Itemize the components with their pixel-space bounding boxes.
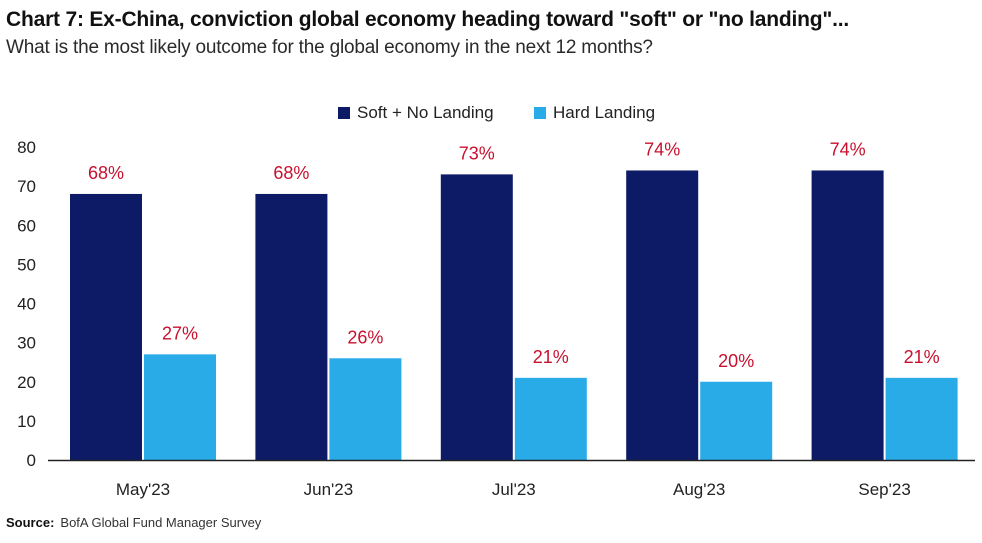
source-note: Source: BofA Global Fund Manager Survey xyxy=(6,515,261,530)
bar-hard-landing xyxy=(144,354,216,460)
bar-chart: Soft + No Landing Hard Landing 0 10 20 30 40 50… xyxy=(17,103,975,499)
data-label-soft-no-landing: 68% xyxy=(273,163,309,183)
y-tick-label: 50 xyxy=(17,255,36,274)
chart-title: Chart 7: Ex-China, conviction global eco… xyxy=(6,8,850,31)
y-tick-label: 60 xyxy=(17,216,36,235)
bar-soft-no-landing xyxy=(70,193,142,460)
bar-hard-landing xyxy=(514,377,587,460)
x-tick-label: May'23 xyxy=(116,480,170,499)
data-label-hard-landing: 20% xyxy=(718,351,754,371)
y-tick-label: 40 xyxy=(17,295,36,314)
y-tick-label: 30 xyxy=(17,334,36,353)
bar-hard-landing xyxy=(700,381,773,460)
chart-subtitle: What is the most likely outcome for the … xyxy=(6,37,653,58)
data-label-hard-landing: 21% xyxy=(904,347,940,367)
legend-swatch-soft-no-landing xyxy=(338,107,350,119)
legend-label-hard-landing: Hard Landing xyxy=(553,103,655,122)
legend-swatch-hard-landing xyxy=(534,107,546,119)
x-tick-label: Sep'23 xyxy=(858,480,910,499)
bar-hard-landing xyxy=(329,358,402,460)
x-tick-label: Jul'23 xyxy=(492,480,536,499)
y-tick-label: 80 xyxy=(17,138,36,157)
source-label: Source: xyxy=(6,515,55,530)
data-label-hard-landing: 21% xyxy=(533,347,569,367)
data-label-soft-no-landing: 74% xyxy=(830,139,866,159)
x-tick-label: Aug'23 xyxy=(673,480,725,499)
bar-soft-no-landing xyxy=(626,170,699,460)
data-label-hard-landing: 26% xyxy=(347,327,383,347)
data-label-soft-no-landing: 74% xyxy=(644,139,680,159)
bar-soft-no-landing xyxy=(255,193,328,460)
source-text: BofA Global Fund Manager Survey xyxy=(60,515,262,530)
y-tick-label: 70 xyxy=(17,177,36,196)
data-label-hard-landing: 27% xyxy=(162,323,198,343)
bar-soft-no-landing xyxy=(811,170,884,460)
legend-label-soft-no-landing: Soft + No Landing xyxy=(357,103,494,122)
bar-soft-no-landing xyxy=(440,174,513,460)
x-tick-label: Jun'23 xyxy=(304,480,354,499)
y-tick-label: 10 xyxy=(17,412,36,431)
y-tick-label: 20 xyxy=(17,373,36,392)
data-label-soft-no-landing: 73% xyxy=(459,143,495,163)
y-tick-label: 0 xyxy=(27,451,36,470)
data-label-soft-no-landing: 68% xyxy=(88,163,124,183)
bar-hard-landing xyxy=(885,377,958,460)
